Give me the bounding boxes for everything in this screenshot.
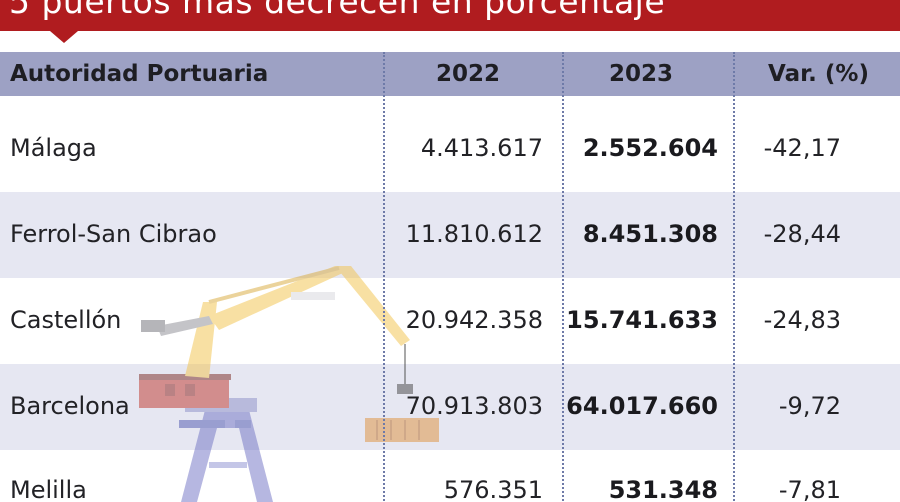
value-2022: 70.913.803 <box>405 392 543 420</box>
value-2022: 20.942.358 <box>405 306 543 334</box>
value-2022: 576.351 <box>443 476 543 502</box>
variation: -24,83 <box>763 306 841 334</box>
port-name: Barcelona <box>10 392 130 420</box>
title-pointer <box>50 31 78 43</box>
port-name: Málaga <box>10 134 97 162</box>
header-variation: Var. (%) <box>768 61 869 87</box>
column-divider <box>562 52 564 502</box>
table-header: Autoridad Portuaria 2022 2023 Var. (%) <box>0 52 900 96</box>
port-name: Ferrol-San Cibrao <box>10 220 217 248</box>
variation: -7,81 <box>778 476 841 502</box>
table-row: Málaga 4.413.617 2.552.604 -42,17 <box>0 128 900 168</box>
variation: -9,72 <box>778 392 841 420</box>
value-2023: 15.741.633 <box>566 306 718 334</box>
table-title: 5 puertos más decrecen en porcentaje <box>9 0 666 21</box>
port-name: Melilla <box>10 476 87 502</box>
value-2023: 64.017.660 <box>566 392 718 420</box>
row-band <box>0 192 900 278</box>
header-2022: 2022 <box>435 61 500 87</box>
header-authority: Autoridad Portuaria <box>10 61 269 87</box>
port-crane-icon <box>139 266 439 502</box>
value-2023: 8.451.308 <box>582 220 718 248</box>
variation: -42,17 <box>763 134 841 162</box>
column-divider <box>733 52 735 502</box>
variation: -28,44 <box>763 220 841 248</box>
value-2022: 11.810.612 <box>405 220 543 248</box>
table-row: Castellón 20.942.358 15.741.633 -24,83 <box>0 300 900 340</box>
header-2023: 2023 <box>608 61 673 87</box>
port-name: Castellón <box>10 306 122 334</box>
table-row: Ferrol-San Cibrao 11.810.612 8.451.308 -… <box>0 214 900 254</box>
value-2023: 531.348 <box>608 476 718 502</box>
column-divider <box>383 52 385 502</box>
value-2023: 2.552.604 <box>582 134 718 162</box>
title-bar: 5 puertos más decrecen en porcentaje <box>0 0 900 31</box>
table-row: Barcelona 70.913.803 64.017.660 -9,72 <box>0 386 900 426</box>
table-row: Melilla 576.351 531.348 -7,81 <box>0 470 900 502</box>
value-2022: 4.413.617 <box>420 134 543 162</box>
